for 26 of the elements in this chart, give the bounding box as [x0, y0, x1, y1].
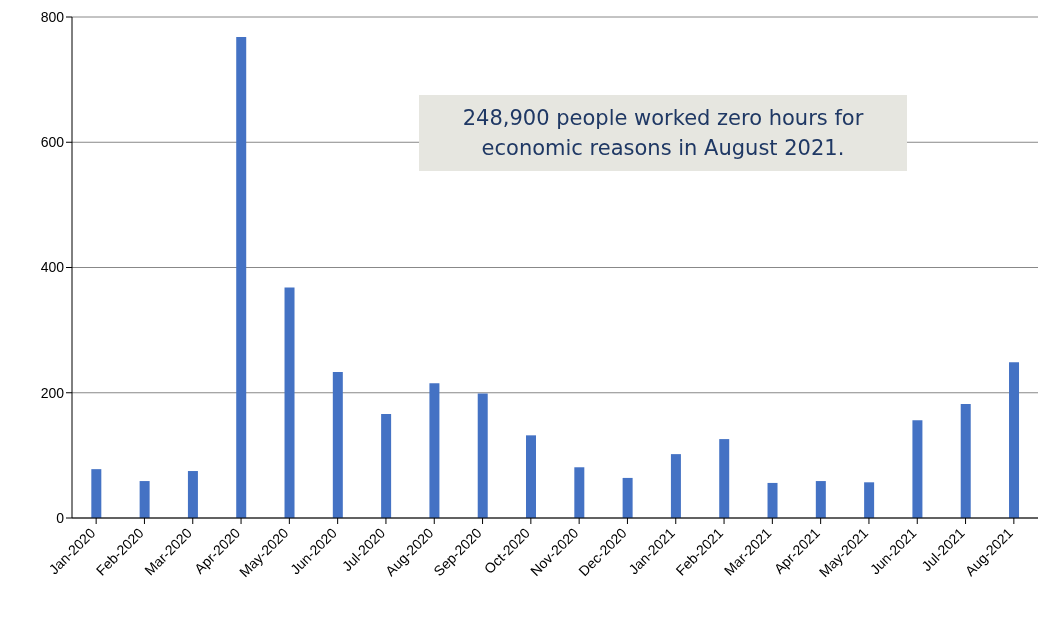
y-tick-label: 400 — [40, 259, 65, 276]
bar — [1009, 362, 1020, 518]
bar — [960, 404, 971, 518]
bar — [381, 414, 392, 518]
y-tick-label: 600 — [40, 134, 65, 151]
y-tick-label: 200 — [40, 384, 65, 401]
bar — [236, 37, 247, 518]
bar — [719, 439, 730, 518]
note-box: 248,900 people worked zero hours for economic reasons in August 2021. — [419, 95, 907, 171]
bar — [912, 420, 923, 518]
bar — [429, 383, 440, 518]
bar — [815, 481, 826, 518]
bar — [332, 372, 343, 518]
y-tick-label: 0 — [56, 509, 65, 526]
bar — [767, 482, 778, 518]
bar — [670, 454, 681, 518]
y-tick-label: 800 — [40, 8, 65, 25]
bar — [477, 393, 488, 518]
bar — [574, 467, 585, 518]
bar — [91, 469, 102, 518]
bar — [622, 477, 633, 518]
bar — [284, 287, 295, 518]
bar — [139, 481, 150, 518]
bar — [187, 471, 198, 518]
bar — [864, 482, 875, 518]
bar — [526, 435, 537, 518]
